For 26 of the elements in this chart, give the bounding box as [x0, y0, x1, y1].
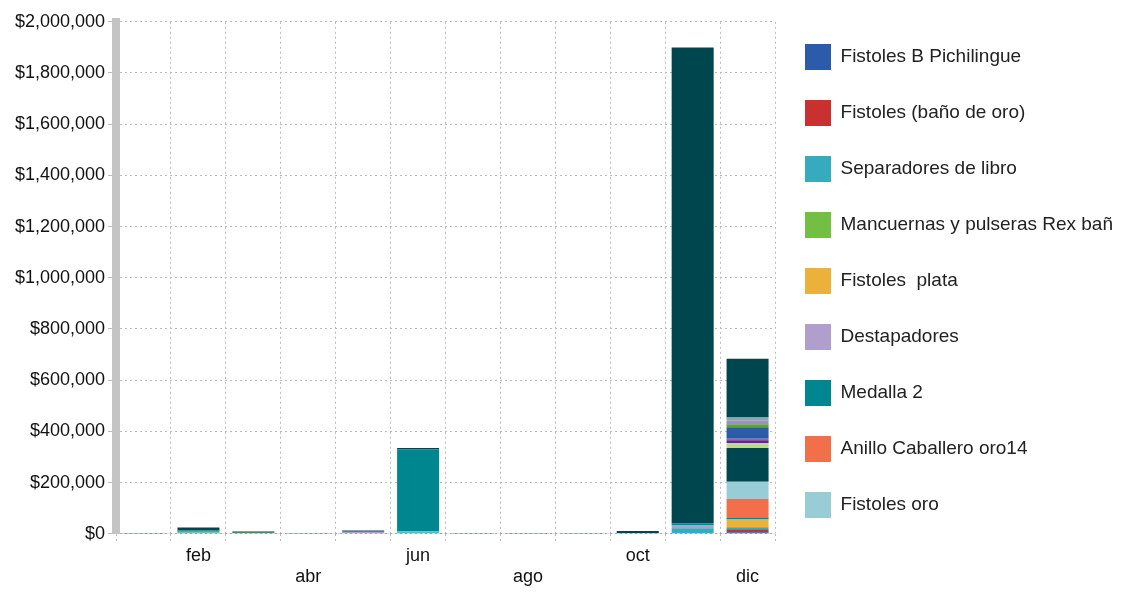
y-tick-label: $1,600,000 [14, 113, 106, 134]
x-tick-label: feb [185, 544, 211, 565]
y-tick-label: $1,400,000 [14, 164, 106, 185]
x-tick-label: jun [405, 544, 431, 565]
legend-label: Fistoles oro [840, 493, 939, 515]
x-tick-label: abr [295, 566, 322, 587]
x-tick-label: oct [625, 544, 650, 565]
x-tick-label: ago [512, 566, 543, 587]
y-tick-label: $2,000,000 [14, 10, 106, 31]
y-tick-label: $1,000,000 [14, 266, 106, 287]
y-tick-label: $800,000 [30, 317, 106, 338]
legend-label: Fistoles (baño de oro) [840, 101, 1026, 123]
y-tick-label: $600,000 [30, 369, 106, 390]
x-tick-label: dic [736, 566, 760, 587]
y-tick-label: $400,000 [30, 420, 106, 441]
legend-label: Fistoles plata [840, 269, 959, 291]
legend-label: Destapadores [840, 325, 959, 347]
y-tick-label: $1,200,000 [14, 215, 106, 236]
y-tick-label: $1,800,000 [14, 61, 106, 82]
legend-label: Mancuernas y pulseras Rex bañ [840, 213, 1114, 235]
y-tick-label: $200,000 [30, 471, 106, 492]
y-tick-label: $0 [85, 522, 106, 543]
legend-label: Medalla 2 [840, 381, 923, 403]
legend-label: Separadores de libro [840, 157, 1017, 179]
legend-label: Anillo Caballero oro14 [840, 437, 1028, 459]
legend-label: Fistoles B Pichilingue [840, 45, 1022, 67]
